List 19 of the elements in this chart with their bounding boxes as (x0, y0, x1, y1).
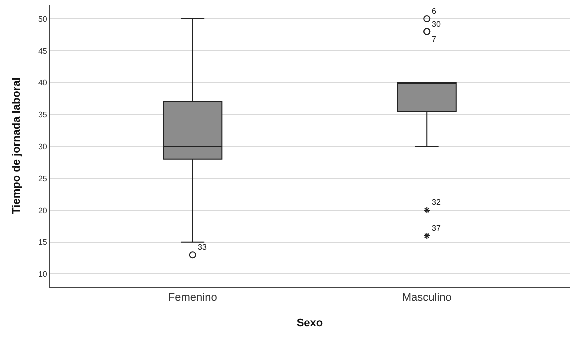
y-tick-label: 20 (38, 206, 48, 216)
x-tick-label: Masculino (402, 292, 452, 304)
annotation: 6 (432, 7, 437, 16)
y-tick-label: 50 (38, 14, 48, 24)
y-tick-label: 45 (38, 46, 48, 56)
annotation: 32 (432, 198, 442, 207)
y-tick-label: 35 (38, 110, 48, 120)
y-tick-label: 30 (38, 142, 48, 152)
y-tick-label: 25 (38, 174, 48, 184)
x-tick-label: Femenino (168, 292, 218, 304)
x-axis-title: Sexo (296, 317, 324, 330)
y-axis-title: Tiempo de jornada laboral (11, 78, 24, 214)
y-tick-label: 15 (38, 238, 48, 248)
y-tick-label: 40 (38, 78, 48, 88)
annotation: 33 (198, 243, 208, 252)
annotation: 37 (432, 224, 442, 233)
y-tick-label: 10 (38, 270, 48, 280)
annotation: 7 (432, 35, 437, 44)
annotation: 30 (432, 20, 442, 29)
